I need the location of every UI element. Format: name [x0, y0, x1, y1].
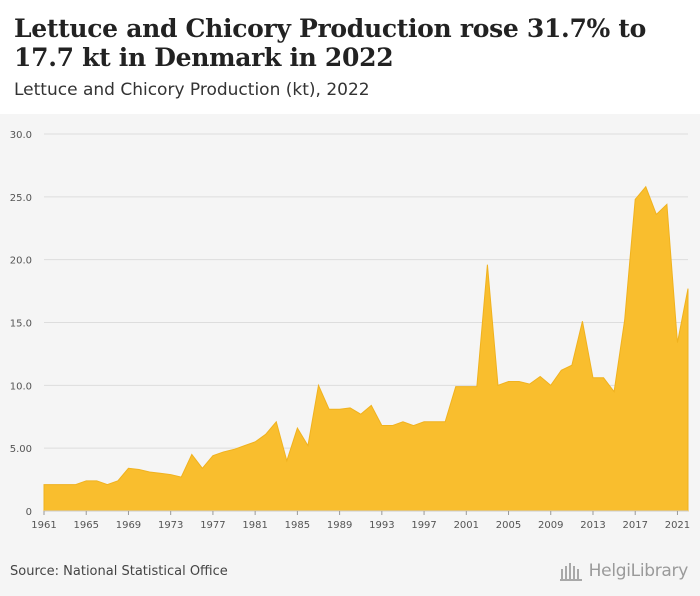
- y-tick-label: 20.0: [10, 256, 32, 267]
- x-tick-label: 2013: [580, 520, 605, 531]
- x-tick-label: 2017: [622, 520, 647, 531]
- x-tick-label: 1973: [158, 520, 183, 531]
- y-tick-label: 30.0: [10, 130, 32, 141]
- area-series: [43, 185, 689, 512]
- chart-subtitle: Lettuce and Chicory Production (kt), 202…: [14, 80, 370, 100]
- x-tick-label: 1969: [116, 520, 141, 531]
- footer: Source: National Statistical Office Helg…: [0, 548, 700, 596]
- y-tick-label: 15.0: [10, 319, 32, 330]
- x-tick-label: 2009: [538, 520, 563, 531]
- y-tick-label: 5.00: [10, 444, 32, 455]
- library-building-icon: [559, 563, 582, 581]
- y-tick-label: 25.0: [10, 193, 32, 204]
- x-tick-label: 1997: [411, 520, 436, 531]
- source-note: Source: National Statistical Office: [10, 564, 228, 579]
- helgi-library-logo: HelgiLibrary: [559, 558, 688, 584]
- x-tick-label: 1965: [74, 520, 99, 531]
- x-tick-label: 1977: [200, 520, 225, 531]
- x-tick-label: 1961: [31, 520, 56, 531]
- x-tick-label: 2001: [454, 520, 479, 531]
- area-chart: 0 5.00 10.0 15.0 20.0 25.0 30.0 1961 1965 1969 197…: [10, 130, 690, 531]
- x-tick-label: 1993: [369, 520, 394, 531]
- chart-title: Lettuce and Chicory Production rose 31.7…: [14, 14, 647, 72]
- x-tick-label: 2021: [665, 520, 690, 531]
- x-tick-label: 1989: [327, 520, 352, 531]
- y-tick-label: 10.0: [10, 381, 32, 392]
- x-tick-label: 1981: [242, 520, 267, 531]
- logo-text: HelgiLibrary: [588, 561, 689, 581]
- y-tick-label: 0: [26, 507, 32, 518]
- x-tick-label: 2005: [496, 520, 521, 531]
- header: Lettuce and Chicory Production rose 31.7…: [0, 0, 700, 114]
- x-tick-label: 1985: [285, 520, 310, 531]
